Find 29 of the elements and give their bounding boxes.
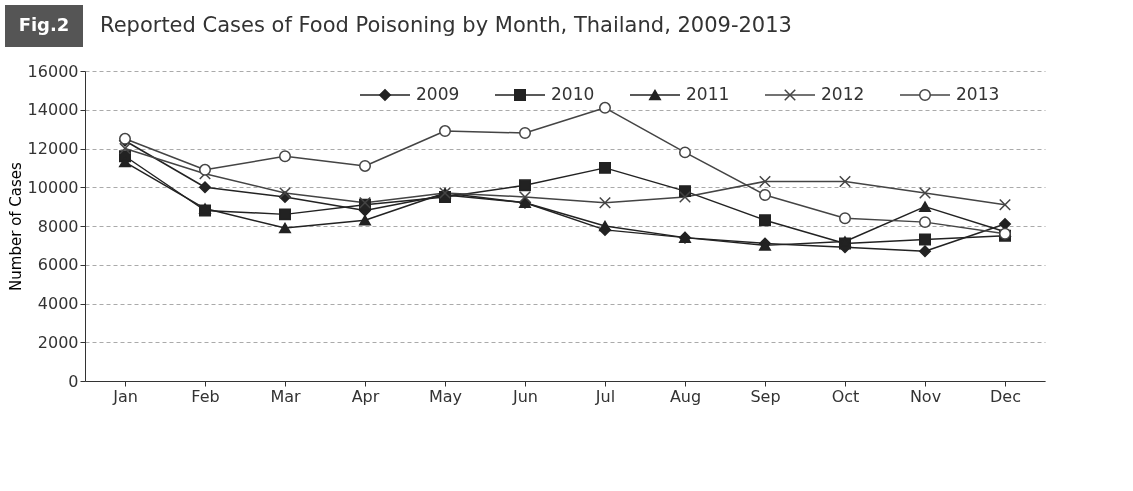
caption: Fig.2 xyxy=(18,14,70,35)
legend-label: 2010 xyxy=(551,84,595,104)
x-tick-label: Feb xyxy=(191,386,220,406)
y-tick-label: 12000 xyxy=(27,139,79,158)
y-tick-label: 14000 xyxy=(27,100,79,120)
x-tick-label: Jan xyxy=(112,386,138,406)
legend-label: 2013 xyxy=(956,84,1000,104)
y-tick-label: 16000 xyxy=(27,61,79,81)
x-tick-label: Mar xyxy=(270,386,302,406)
x-tick-label: Nov xyxy=(909,386,942,406)
chart-title: Reported Cases of Food Poisoning by Month, Thailand, 2009-2013 xyxy=(100,13,792,37)
x-tick-label: May xyxy=(428,386,463,406)
legend-label: 2012 xyxy=(821,84,865,104)
y-tick-label: 8000 xyxy=(37,216,79,236)
x-tick-label: Jul xyxy=(594,386,616,406)
x-tick-label: Aug xyxy=(669,386,702,406)
y-axis-title: Number of Cases xyxy=(6,161,25,291)
y-tick-label: 2000 xyxy=(37,332,79,352)
x-tick-label: Apr xyxy=(351,386,380,406)
y-tick-label: 6000 xyxy=(37,255,79,275)
y-tick-label: 4000 xyxy=(37,294,79,313)
y-tick-label: 10000 xyxy=(27,177,79,197)
x-tick-label: Dec xyxy=(990,386,1021,406)
x-tick-label: Oct xyxy=(831,386,860,406)
y-tick-label: 0 xyxy=(68,371,79,391)
x-tick-label: Jun xyxy=(512,386,538,406)
legend-label: 2011 xyxy=(686,84,730,104)
x-tick-label: Sep xyxy=(750,386,781,406)
legend-label: 2009 xyxy=(416,84,460,104)
